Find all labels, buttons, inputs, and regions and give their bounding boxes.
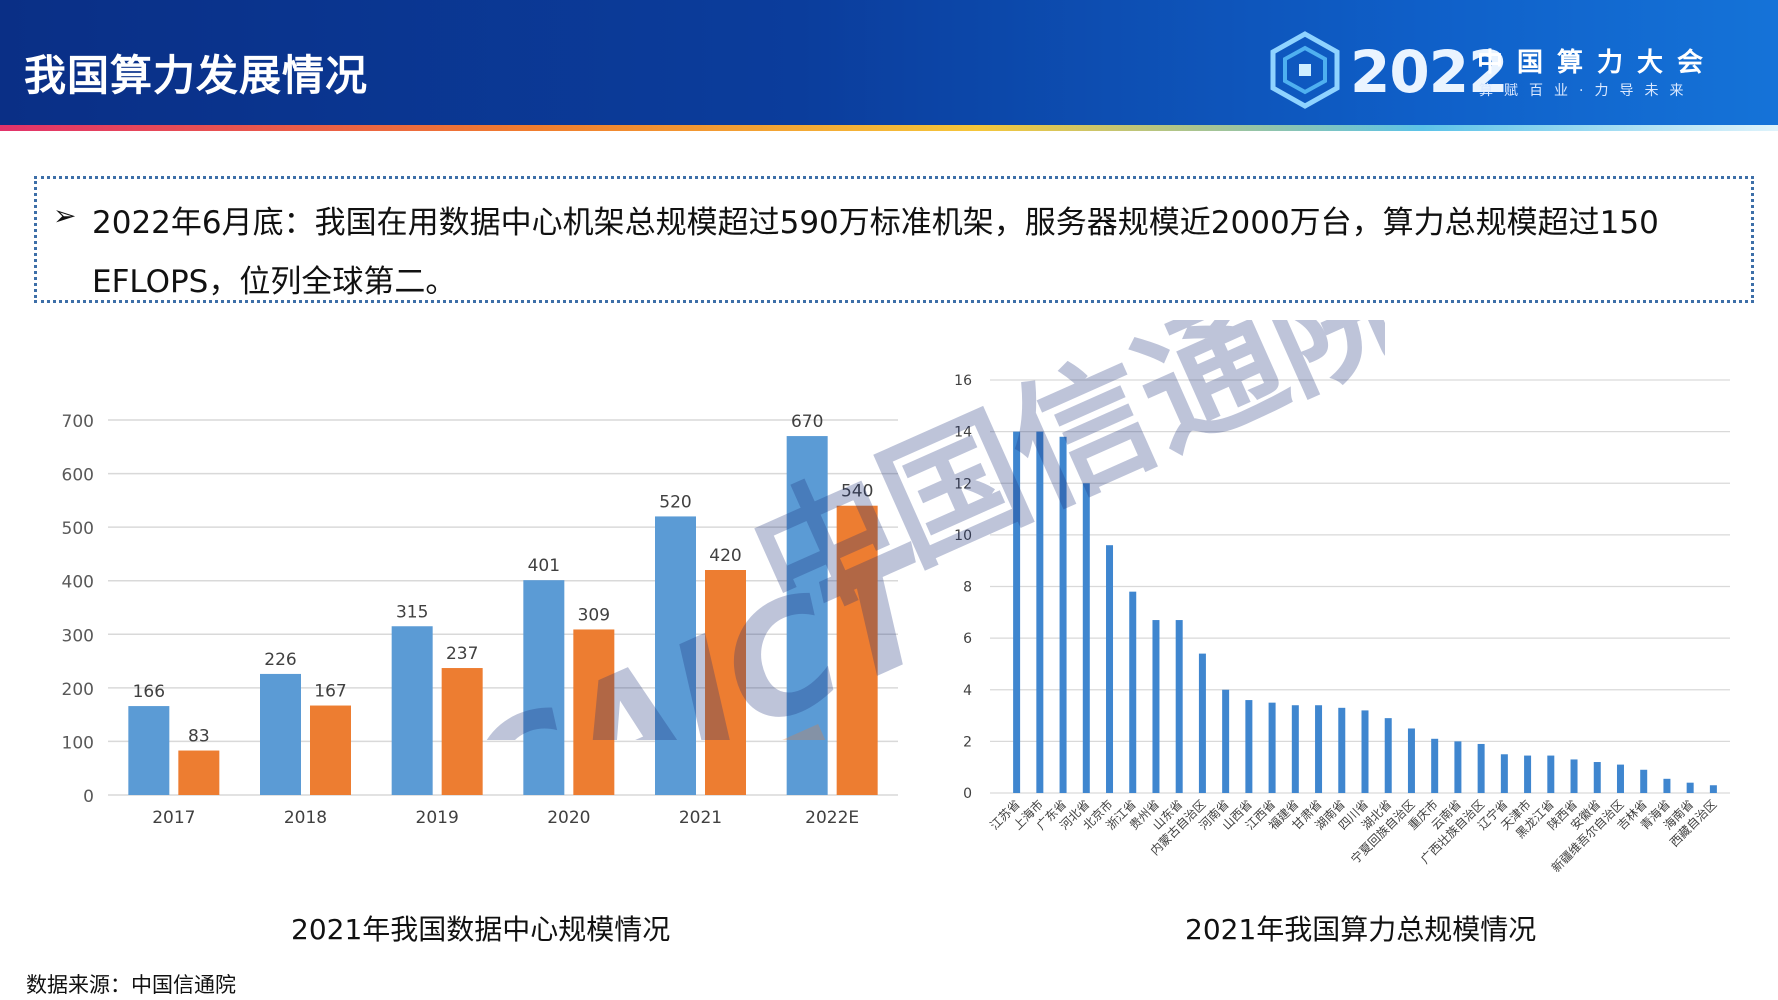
bar (1198, 653, 1206, 793)
bar (1407, 728, 1415, 793)
data-label: 309 (578, 605, 610, 625)
bar (1315, 705, 1323, 793)
bar (1036, 431, 1044, 793)
datacenter-bar-chart: 0 100 200 300 400 500 600 700 166 83 2017 226 167 201… (62, 412, 898, 828)
header-stripe (0, 125, 1778, 131)
data-label: 540 (841, 482, 873, 502)
y-tick-label: 100 (62, 733, 94, 753)
bar (1384, 718, 1392, 793)
y-tick-label: 200 (62, 680, 94, 700)
y-tick-label: 400 (62, 573, 94, 593)
bar (786, 436, 828, 795)
bar (1291, 705, 1299, 793)
conference-brand: 2022 中国算力大会 算赋百业·力导未来 (1265, 28, 1735, 109)
bar (1152, 620, 1160, 793)
y-tick-label: 14 (954, 425, 972, 441)
x-tick-label: 2019 (416, 808, 459, 828)
y-tick-label: 2 (963, 734, 972, 750)
summary-text: 2022年6月底：我国在用数据中心机架总规模超过590万标准机架，服务器规模近2… (92, 205, 1659, 300)
bar (1616, 764, 1624, 793)
data-label: 166 (133, 682, 165, 702)
bar (1059, 436, 1067, 793)
bar (1245, 700, 1253, 793)
bar (523, 580, 565, 795)
bar (836, 505, 878, 795)
bar (1663, 778, 1671, 793)
bar (1013, 431, 1021, 793)
bar (1082, 483, 1090, 793)
bar (310, 705, 351, 795)
bullet-arrow-icon: ➢ (53, 199, 77, 232)
bar (1709, 785, 1717, 793)
conference-logo-icon (1270, 31, 1340, 109)
data-label: 315 (396, 602, 428, 622)
data-label: 237 (446, 644, 478, 664)
bar (1686, 782, 1694, 793)
datacenter-chart-caption: 2021年我国数据中心规模情况 (291, 913, 671, 946)
bar (655, 516, 696, 795)
brand-year: 2022 (1350, 38, 1508, 106)
bar (1222, 689, 1230, 793)
bar (391, 626, 433, 795)
data-label: 401 (528, 556, 560, 576)
y-tick-label: 500 (62, 519, 94, 539)
header-banner: 我国算力发展情况 2022 中国算力大会 算赋百业·力导未来 (0, 0, 1778, 131)
y-tick-label: 12 (954, 476, 972, 492)
y-tick-label: 600 (62, 466, 94, 486)
y-tick-label: 700 (62, 412, 94, 432)
x-tick-label: 2018 (284, 808, 327, 828)
brand-name: 中国算力大会 (1477, 48, 1718, 78)
bar (441, 668, 483, 795)
bar (1570, 759, 1578, 793)
bar (1547, 755, 1555, 793)
province-compute-chart: 0246810121416江苏省上海市广东省河北省北京市浙江省贵州省山东省内蒙古… (954, 373, 1730, 875)
bar (705, 570, 746, 795)
bar (1477, 743, 1485, 793)
bar (1268, 702, 1276, 793)
brand-slogan: 算赋百业·力导未来 (1479, 83, 1695, 99)
y-tick-label: 0 (83, 787, 94, 807)
bar (1524, 755, 1532, 793)
bar (1361, 710, 1369, 793)
bar (1338, 707, 1346, 793)
data-source-note: 数据来源：中国信通院 (26, 973, 236, 997)
x-tick-label: 2020 (547, 808, 590, 828)
data-label: 670 (791, 412, 823, 432)
y-tick-label: 4 (963, 683, 972, 699)
data-label: 167 (314, 682, 346, 702)
y-tick-label: 0 (963, 786, 972, 802)
bar (1175, 620, 1183, 793)
y-tick-label: 16 (954, 373, 972, 389)
bar (128, 706, 170, 795)
y-tick-label: 8 (963, 580, 972, 596)
bar (1640, 769, 1648, 793)
page-title: 我国算力发展情况 (24, 51, 369, 100)
x-tick-label: 2017 (152, 808, 195, 828)
province-chart-caption: 2021年我国算力总规模情况 (1185, 913, 1537, 946)
bar (1431, 738, 1439, 793)
data-label: 420 (709, 546, 741, 566)
bar (1454, 741, 1462, 793)
x-tick-label: 2021 (679, 808, 722, 828)
bar (1129, 591, 1137, 793)
y-tick-label: 300 (62, 626, 94, 646)
data-label: 520 (659, 492, 691, 512)
bar (1106, 545, 1114, 793)
bar (1500, 754, 1508, 793)
summary-box: ➢ 2022年6月底：我国在用数据中心机架总规模超过590万标准机架，服务器规模… (34, 176, 1754, 303)
bar (178, 750, 220, 795)
y-tick-label: 6 (963, 631, 972, 647)
data-label: 226 (264, 650, 296, 670)
bar (573, 629, 615, 795)
y-tick-label: 10 (954, 528, 972, 544)
bar (260, 673, 301, 795)
x-tick-label: 2022E (805, 808, 859, 828)
data-label: 83 (188, 727, 210, 747)
bar (1593, 762, 1601, 793)
